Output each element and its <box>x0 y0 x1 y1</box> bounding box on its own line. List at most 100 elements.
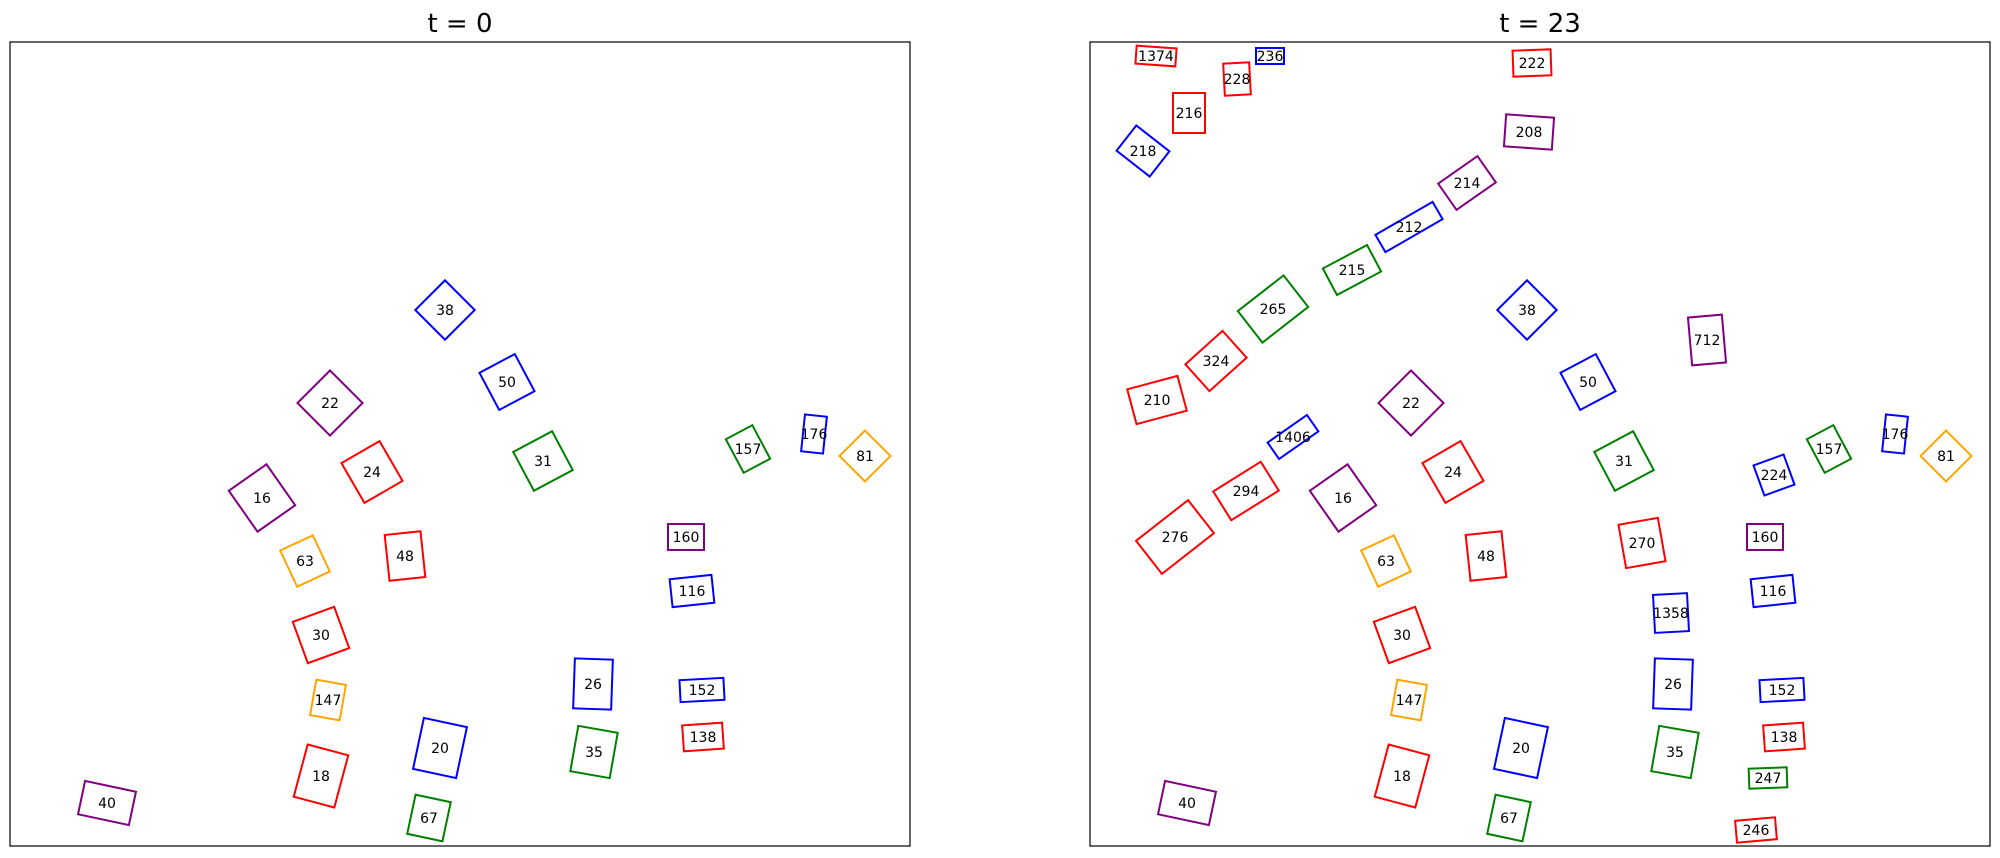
box-outline <box>572 657 614 711</box>
box-outline <box>1126 374 1188 426</box>
box-1406 <box>1266 413 1320 461</box>
box-outline <box>291 605 351 665</box>
box-label: 216 <box>1176 106 1203 122</box>
box-label: 160 <box>673 530 700 546</box>
box-outline <box>1592 429 1656 493</box>
box-224 <box>1752 453 1796 497</box>
box-label: 116 <box>1760 584 1787 600</box>
box-label: 228 <box>1224 72 1251 88</box>
box-20 <box>1492 716 1550 780</box>
box-outline <box>383 530 427 582</box>
box-63 <box>278 533 332 589</box>
box-group: 38 50 22 31 24 16 157 176 81 160 63 48 116 30 26 152 147… <box>76 278 892 843</box>
box-48 <box>1464 530 1508 582</box>
box-outline <box>1222 61 1252 97</box>
box-outline <box>1373 743 1431 809</box>
box-label: 24 <box>1444 465 1462 481</box>
box-216 <box>1172 92 1206 134</box>
box-31 <box>1592 429 1656 493</box>
box-label: 294 <box>1233 484 1260 500</box>
box-40 <box>1156 779 1218 827</box>
box-outline <box>668 573 716 609</box>
box-26 <box>1652 657 1694 711</box>
panel-title: t = 23 <box>1499 9 1581 39</box>
box-16 <box>227 462 297 534</box>
box-label: 246 <box>1743 823 1770 839</box>
box-236 <box>1255 47 1285 65</box>
box-label: 324 <box>1203 354 1230 370</box>
box-outline <box>1211 460 1281 522</box>
box-outline <box>1919 429 1973 483</box>
box-31 <box>511 429 575 493</box>
box-label: 48 <box>396 549 414 565</box>
box-147 <box>1389 678 1429 722</box>
box-outline <box>1266 413 1320 461</box>
box-30 <box>291 605 351 665</box>
box-67 <box>1486 793 1532 843</box>
box-outline <box>1881 413 1909 455</box>
box-label: 147 <box>315 693 342 709</box>
box-outline <box>292 743 350 809</box>
box-20 <box>411 716 469 780</box>
box-label: 30 <box>1393 628 1411 644</box>
box-label: 26 <box>584 677 602 693</box>
box-label: 147 <box>1396 693 1423 709</box>
box-outline <box>1115 124 1171 178</box>
box-label: 265 <box>1260 302 1287 318</box>
box-label: 40 <box>98 796 116 812</box>
box-outline <box>1183 329 1249 393</box>
box-30 <box>1372 605 1432 665</box>
box-324 <box>1183 329 1249 393</box>
box-label: 712 <box>1694 333 1721 349</box>
box-label: 270 <box>1629 536 1656 552</box>
box-outline <box>838 429 892 483</box>
box-label: 157 <box>735 442 762 458</box>
box-outline <box>1559 352 1617 412</box>
box-label: 1406 <box>1275 430 1311 446</box>
box-label: 38 <box>436 303 454 319</box>
box-outline <box>227 462 297 534</box>
box-outline <box>1617 516 1667 570</box>
box-228 <box>1222 61 1252 97</box>
box-outline <box>678 676 726 704</box>
box-outline <box>1502 113 1556 151</box>
box-208 <box>1502 113 1556 151</box>
box-label: 160 <box>1752 530 1779 546</box>
box-222 <box>1511 48 1553 78</box>
box-label: 35 <box>585 745 603 761</box>
box-176 <box>800 413 828 455</box>
box-outline <box>1359 533 1413 589</box>
panel-frame <box>1089 41 1991 847</box>
box-outline <box>1686 313 1728 367</box>
box-265 <box>1236 273 1310 345</box>
box-label: 138 <box>690 730 717 746</box>
box-215 <box>1321 243 1383 297</box>
box-24 <box>340 439 404 505</box>
box-160 <box>667 523 705 551</box>
box-1358 <box>1651 592 1691 634</box>
box-label: 212 <box>1396 220 1423 236</box>
box-outline <box>1651 592 1691 634</box>
box-outline <box>1747 766 1789 790</box>
box-outline <box>1486 793 1532 843</box>
box-label: 20 <box>1512 741 1530 757</box>
box-label: 176 <box>801 427 828 443</box>
box-outline <box>278 533 332 589</box>
box-152 <box>678 676 726 704</box>
box-label: 215 <box>1339 263 1366 279</box>
box-294 <box>1211 460 1281 522</box>
box-276 <box>1134 498 1216 576</box>
box-18 <box>292 743 350 809</box>
box-label: 138 <box>1771 730 1798 746</box>
box-label: 1374 <box>1138 49 1174 65</box>
box-138 <box>1762 721 1806 753</box>
box-label: 152 <box>689 683 716 699</box>
box-label: 81 <box>856 449 874 465</box>
box-116 <box>1749 573 1797 609</box>
box-label: 35 <box>1666 745 1684 761</box>
box-outline <box>1746 523 1784 551</box>
box-label: 16 <box>1334 491 1352 507</box>
box-138 <box>681 721 725 753</box>
box-label: 63 <box>1377 554 1395 570</box>
box-label: 18 <box>1393 769 1411 785</box>
